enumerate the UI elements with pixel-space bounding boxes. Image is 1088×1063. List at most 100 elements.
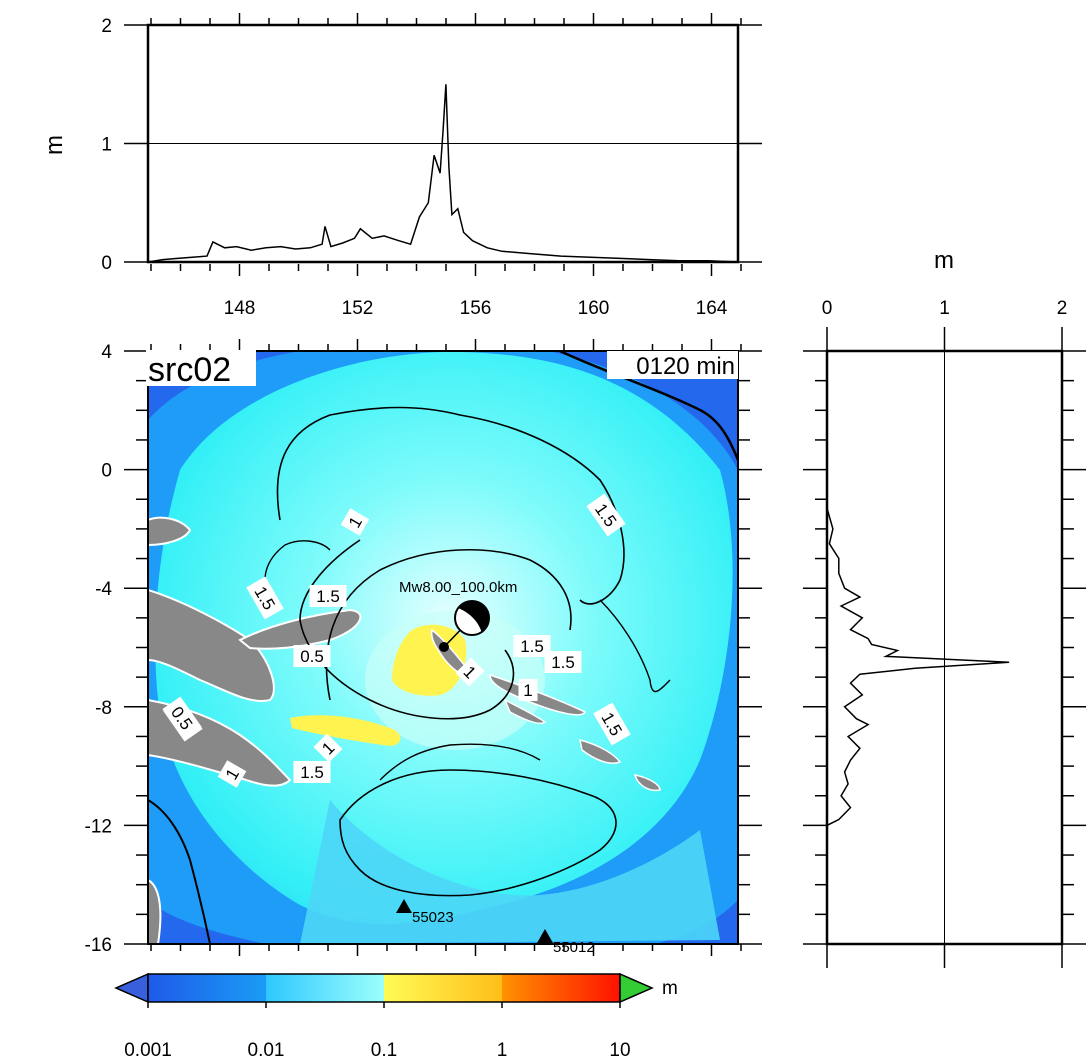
contour-label-box — [518, 679, 538, 701]
top-profile-y-ticks: 0 1 2 — [101, 16, 762, 274]
map-time-box — [607, 351, 738, 379]
right-profile-x-tick-label: 0 — [822, 298, 833, 319]
contour-label: 1 — [340, 508, 370, 536]
colorbar-segment-4 — [502, 974, 620, 1002]
top-profile-x-tick-label: 160 — [578, 298, 610, 319]
right-profile-x-axis-label: m — [934, 247, 954, 274]
map-contour-1-south — [379, 743, 541, 781]
map-y-ticks: 4 0 -4 -8 -12 -16 — [85, 342, 762, 956]
map-coastline-southwest — [148, 799, 211, 944]
top-profile-y-tick-label: 2 — [101, 16, 112, 37]
right-profile-x-ticks: 0 1 2 — [822, 298, 1068, 968]
contour-label-box — [293, 645, 331, 667]
colorbar-over-triangle — [619, 972, 654, 1004]
map-y-tick-label: -12 — [85, 816, 112, 837]
contour-label-text: 1.5 — [520, 637, 544, 656]
map-y-tick-label: 4 — [101, 342, 112, 363]
station-triangle-icon — [537, 929, 553, 943]
colorbar-under-triangle — [114, 972, 149, 1004]
contour-label-box — [246, 576, 284, 620]
colorbar-unit: m — [662, 978, 678, 999]
station-label: 55012 — [553, 939, 595, 956]
top-profile-x-tick-label: 152 — [342, 298, 374, 319]
contour-label-box — [309, 585, 347, 607]
colorbar-tick-label: 10 — [609, 1040, 630, 1061]
contour-label: 1 — [518, 679, 538, 701]
map-panel: 40-4-8-12-16 11.51.51.51.50.50.51.5111.5… — [85, 339, 762, 956]
map-title: src02 — [148, 351, 231, 389]
map-island-chain-3 — [579, 738, 622, 764]
top-profile-x-tick-label: 164 — [696, 298, 728, 319]
map-contour-1-inner — [299, 539, 515, 720]
map-coastline-northeast — [559, 351, 738, 461]
map-y-tick-label: 0 — [101, 461, 112, 482]
map-contour-1.5-north — [276, 406, 625, 605]
contour-label-box — [586, 493, 626, 537]
map-y-tick-label: -8 — [95, 698, 112, 719]
contour-label-box — [455, 657, 485, 687]
contour-label: 1 — [313, 733, 343, 763]
map-y-tick-label: -4 — [95, 579, 112, 600]
contour-label-box — [593, 702, 631, 746]
colorbar-tick-label: 0.01 — [248, 1040, 285, 1061]
colorbar-segment-1 — [148, 974, 266, 1002]
top-profile-y-tick-label: 1 — [101, 135, 112, 156]
colorbar-segment-3 — [384, 974, 502, 1002]
map-x-ticks — [150, 339, 742, 956]
map-title-box — [146, 350, 256, 386]
colorbar: m 0.001 0.01 0.1 1 10 — [114, 972, 678, 1061]
contour-label: 1.5 — [293, 761, 331, 783]
top-profile-series-line — [147, 84, 739, 263]
contour-label-text: 1 — [523, 681, 532, 700]
map-landmass-northwest — [148, 516, 192, 547]
contour-label: 1.5 — [513, 635, 551, 657]
colorbar-tick-label: 1 — [497, 1040, 508, 1061]
contour-label-box — [513, 635, 551, 657]
station-triangle-icon — [396, 899, 412, 913]
contour-label-box — [217, 760, 247, 788]
top-profile-y-tick-label: 0 — [101, 253, 112, 274]
contour-label-text: 1.5 — [551, 653, 575, 672]
top-profile-panel: 148 152 156 160 164 0 1 2 m — [41, 13, 762, 319]
map-contour-south — [339, 769, 617, 897]
top-profile-x-tick-label: 156 — [460, 298, 492, 319]
map-yellow-strip — [290, 715, 401, 746]
map-contour-0.5 — [325, 548, 572, 701]
map-landmass-newbritain — [238, 608, 362, 650]
contour-label-box — [162, 696, 202, 740]
contour-label-box — [293, 761, 331, 783]
colorbar-tick-label: 0.1 — [371, 1040, 397, 1061]
map-island-chain-4 — [633, 774, 661, 792]
contour-label: 0.5 — [293, 645, 331, 667]
right-profile-x-tick-label: 2 — [1057, 298, 1068, 319]
contour-label: 1 — [455, 657, 485, 687]
colorbar-tick-label: 0.001 — [124, 1040, 172, 1061]
right-profile-y-ticks — [803, 350, 1086, 945]
contour-label-text: 1.5 — [300, 763, 324, 782]
contour-label: 1 — [217, 760, 247, 788]
map-time-label: 0120 min — [636, 353, 735, 380]
contour-label-box — [313, 733, 343, 763]
contour-label-box — [544, 651, 582, 673]
map-epicenter-marker — [439, 642, 449, 652]
contour-label-text: 0.5 — [300, 647, 324, 666]
right-profile-x-tick-label: 1 — [939, 298, 950, 319]
contour-label-text: 1.5 — [316, 587, 340, 606]
station-label: 55023 — [412, 909, 454, 926]
station-55012: 55012 — [537, 929, 595, 956]
station-55023: 55023 — [396, 899, 454, 926]
contour-label-box — [340, 508, 370, 536]
top-profile-x-tick-label: 148 — [224, 298, 256, 319]
right-profile-panel: 0 1 2 m — [803, 247, 1086, 968]
map-y-tick-label: -16 — [85, 935, 112, 956]
top-profile-x-ticks: 148 152 156 160 164 — [150, 13, 742, 319]
focal-mechanism-icon — [454, 600, 490, 636]
map-contour-east — [599, 599, 671, 693]
contour-label: 1.5 — [309, 585, 347, 607]
colorbar-ticks: 0.001 0.01 0.1 1 10 — [124, 1002, 631, 1061]
contour-label: 1.5 — [544, 651, 582, 673]
map-event-label: Mw8.00_100.0km — [399, 579, 517, 596]
colorbar-segment-2 — [266, 974, 384, 1002]
map-island-chain-2 — [503, 698, 547, 724]
